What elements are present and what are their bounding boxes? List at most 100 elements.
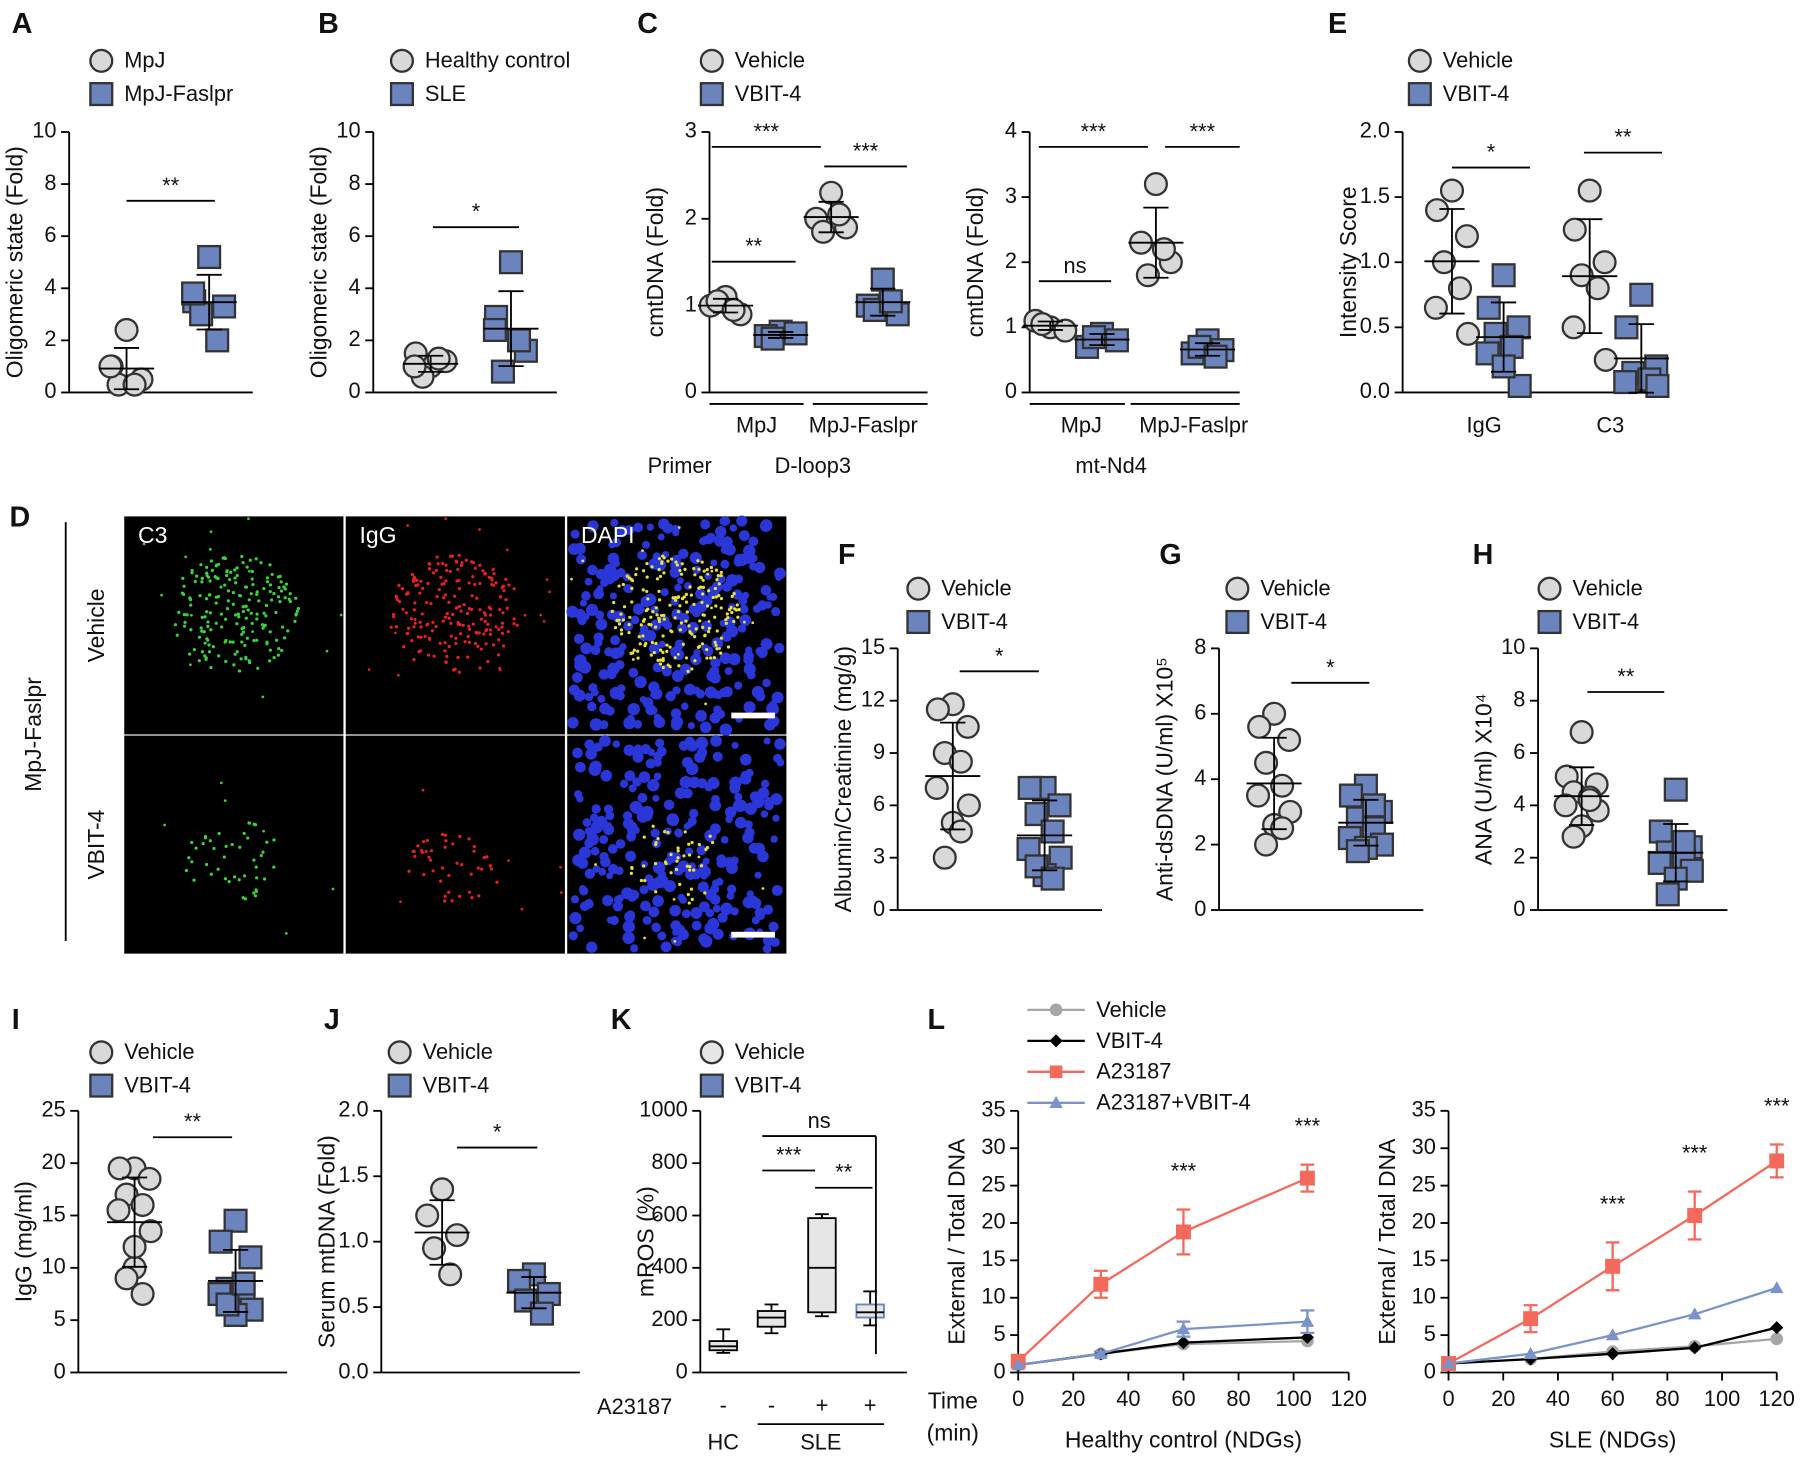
y-tick-label: 15 [981,1246,1005,1271]
stain [440,866,445,870]
data-point [1441,1356,1456,1369]
group-label: HC [708,1429,739,1454]
stain [483,571,487,575]
nucleus [760,779,770,788]
stain [662,613,666,618]
category-label: MpJ [736,413,777,438]
stain [669,852,673,857]
data-point [1561,824,1586,849]
stain [251,630,254,633]
stain [628,615,632,619]
stain [389,625,393,629]
nucleus [658,615,670,627]
stain [247,659,251,663]
stain [402,645,406,649]
stain [730,610,734,615]
stain [488,864,492,868]
y-tick-label: 4 [349,274,361,299]
stain [414,583,418,588]
nucleus [567,717,579,729]
nucleus [599,735,611,747]
stain [733,607,737,611]
stain [163,823,166,827]
data-point [1254,832,1279,857]
stain [487,575,491,579]
data-point [1663,777,1688,802]
stain [485,855,489,859]
stain [711,595,715,600]
stain [235,622,239,626]
nucleus [680,702,689,711]
y-tick-label: 0 [1194,896,1206,921]
nucleus [701,595,713,607]
data-point [1047,793,1072,818]
nucleus [645,704,657,716]
stain [672,897,676,901]
stain [400,587,405,591]
stain [248,558,252,562]
panel-letter: E [1328,8,1347,40]
stain [268,648,272,652]
stain [212,846,216,851]
nucleus [637,792,648,803]
nucleus [670,646,682,659]
nucleus [570,529,580,539]
stain [443,649,447,653]
nucleus [720,835,729,844]
stain [237,615,241,619]
stain [467,890,472,894]
stain [689,887,694,891]
nucleus [610,635,621,646]
stain [459,563,464,567]
stain [276,653,281,657]
stain [737,608,741,612]
stain [293,619,297,624]
stain [701,625,705,630]
data-point [1454,224,1479,249]
stain [232,875,237,879]
stain [678,882,682,886]
data-point [181,281,206,306]
stain [713,615,717,619]
stain [594,863,597,866]
legend-label: Vehicle [735,1039,805,1064]
stain [235,566,239,570]
legend-label: VBIT-4 [124,1073,191,1098]
data-point [114,317,139,342]
nucleus [726,884,737,894]
data-point [1338,783,1364,808]
stain [717,582,721,586]
stain [240,554,244,559]
nucleus [685,847,694,856]
nucleus [744,802,757,815]
data-point [1247,714,1272,739]
nucleus [704,572,712,580]
stain [687,624,691,628]
row-label: A23187 [597,1394,672,1419]
stain [703,891,707,895]
data-point [1439,178,1465,203]
significance-label: * [1326,655,1335,680]
stain [181,576,185,580]
nucleus [658,518,670,530]
stain [240,632,244,636]
nucleus [773,753,783,763]
stain [686,669,690,674]
stain [682,854,686,858]
stain [242,831,246,836]
stain [200,615,204,619]
stain [187,856,191,860]
y-axis-label: cmtDNA (Fold) [642,187,668,337]
data-point [1176,1336,1190,1350]
y-tick-label: 15 [861,634,885,659]
stain [189,663,192,667]
stain [475,631,479,635]
stain [235,650,239,654]
stain [761,887,765,890]
y-tick-label: 400 [651,1254,687,1279]
legend-label: VBIT-4 [735,81,802,106]
stain [394,595,399,600]
stain [677,526,681,529]
y-tick-label: 6 [873,791,885,816]
legend-marker [906,609,931,635]
